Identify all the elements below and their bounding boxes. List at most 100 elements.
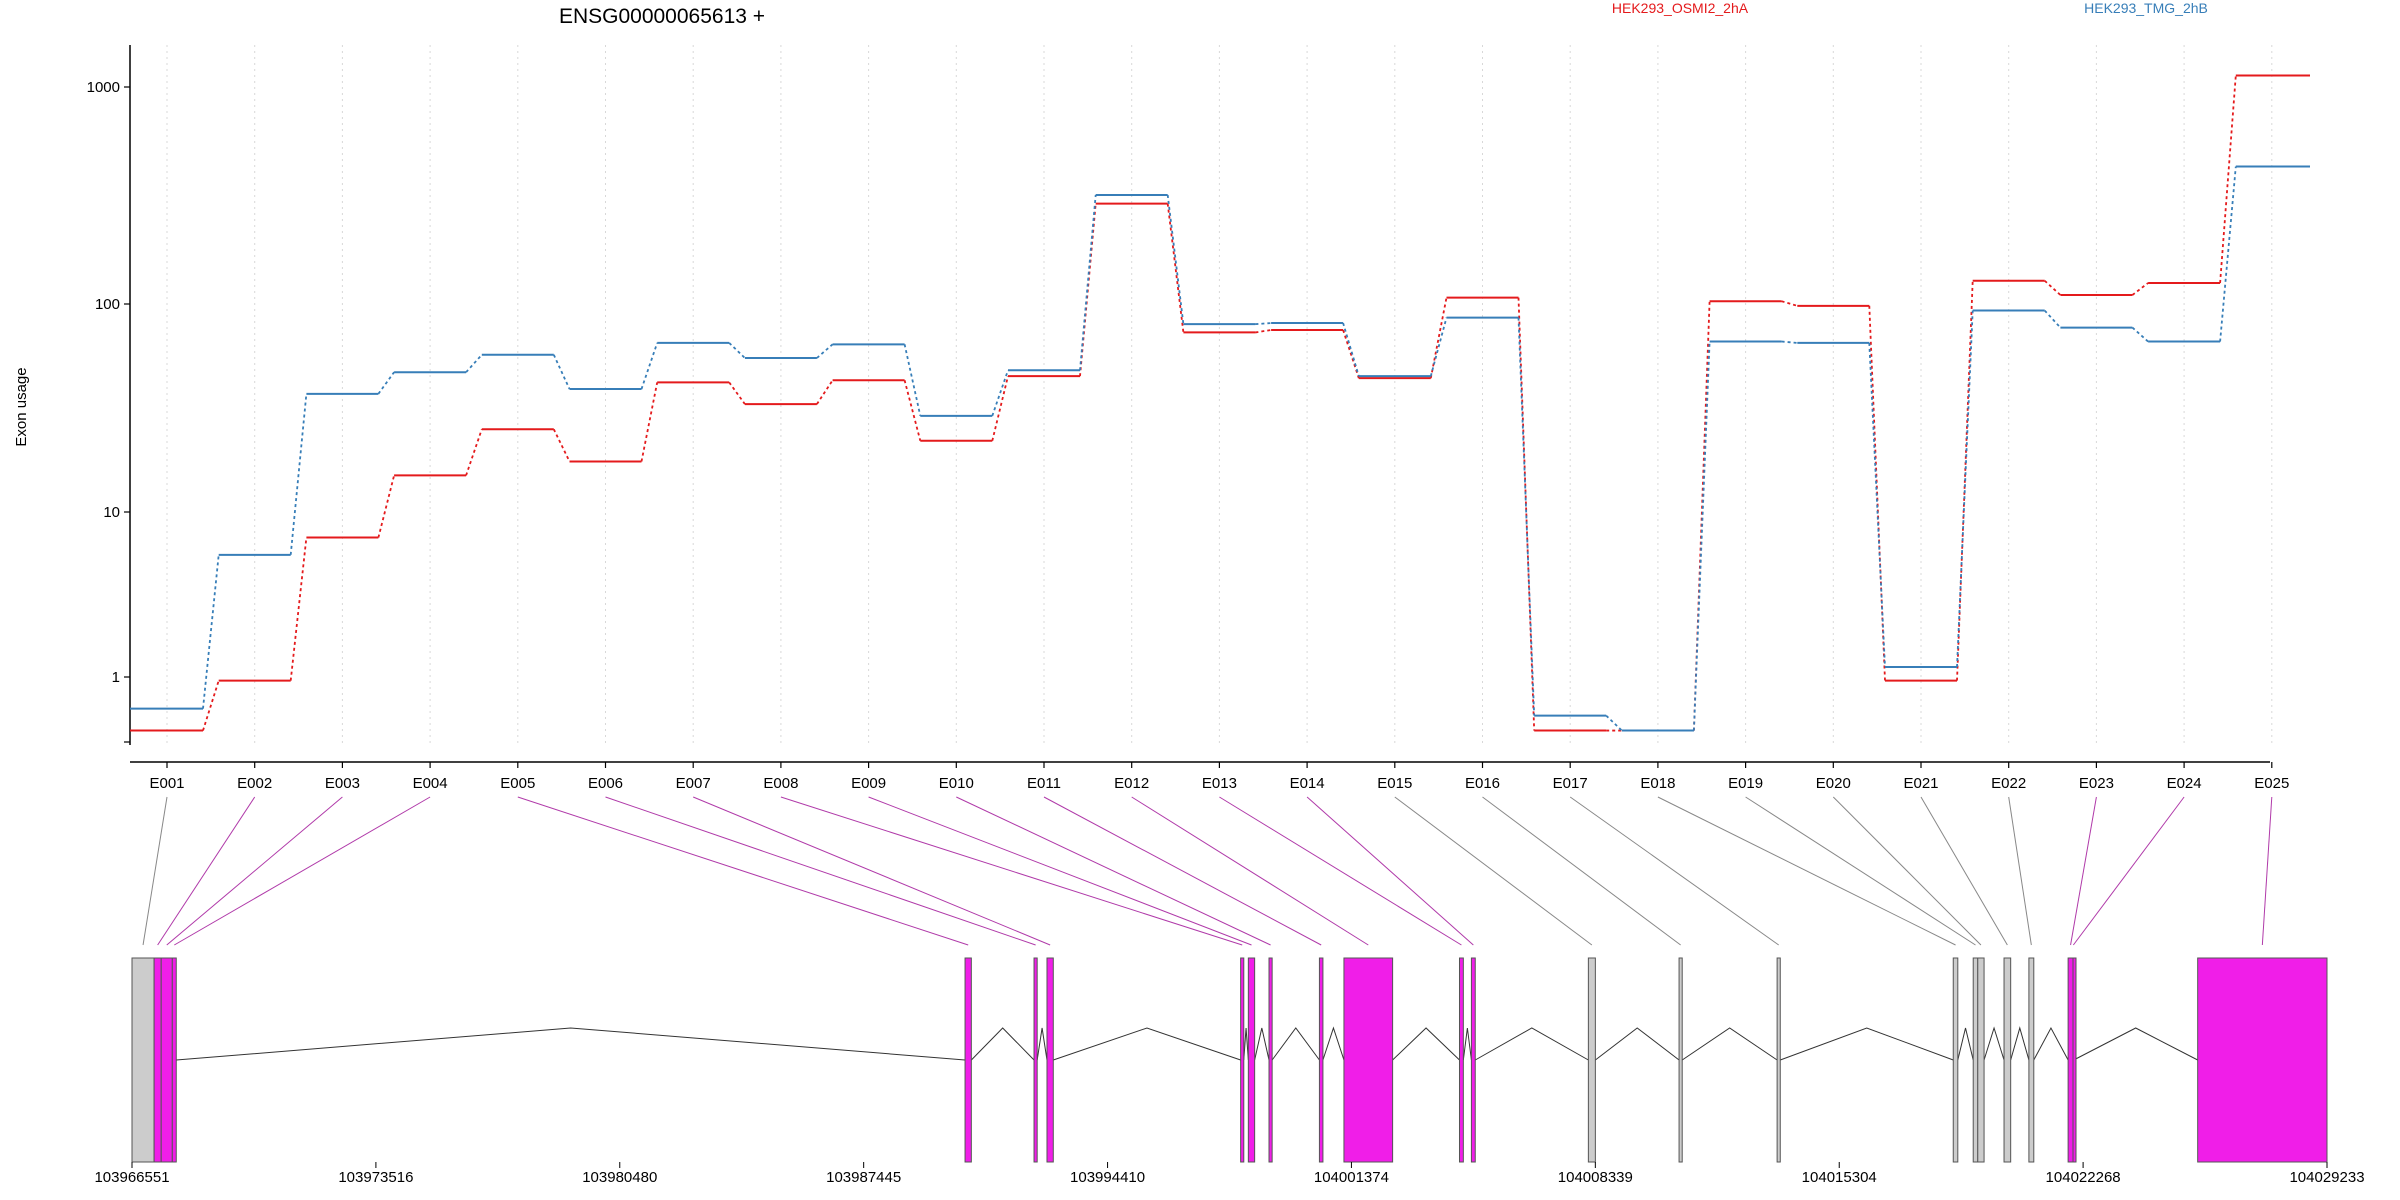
connector-E014 [1306,796,1474,946]
series-2-link-E016 [1517,317,1536,716]
x-tick-label-E012: E012 [1114,775,1149,792]
series-2-link-E010 [991,370,1009,417]
connector-E019 [1745,796,1976,946]
chart-title: ENSG00000065613 + [559,5,765,28]
series-2-link-E009 [903,344,922,417]
exon-E015 [1587,957,1596,1163]
connector-E007 [693,796,1051,946]
connector-E001 [142,796,168,946]
series-1-link-E006 [640,382,659,462]
exon-E009 [1247,957,1256,1163]
x-tick-label-E021: E021 [1903,775,1938,792]
exon-E017 [1776,957,1781,1163]
series-2-link-E020 [1868,342,1886,668]
y-tick-label-1000: 1000 [87,79,120,96]
exon-E024 [2072,957,2077,1163]
x-tick-label-E009: E009 [851,775,886,792]
x-tick-label-E020: E020 [1816,775,1851,792]
connector-E005 [517,796,969,946]
connector-E015 [1394,796,1593,946]
x-tick-label-E006: E006 [588,775,623,792]
y-tick-label-1: 1 [112,669,120,686]
series-1-link-E008 [816,379,834,405]
exon-E019 [1972,957,1979,1163]
intron-E014-E015 [1475,1027,1589,1061]
intron-E006-E007 [1036,1027,1048,1061]
intron-E022-E023 [2033,1026,2069,1061]
series-2-link-E008 [816,343,834,359]
connector-E022 [2008,796,2032,946]
series-2-link-E002 [289,393,308,555]
series-1-link-E004 [465,428,483,476]
connector-E016 [1482,796,1681,946]
series-1-link-E024 [2219,75,2237,284]
x-tick-label-E019: E019 [1728,775,1763,792]
exon-E020 [1977,957,1985,1163]
series-1-link-E018 [1693,301,1711,731]
series-2-link-E014 [1342,322,1360,377]
y-tick-label-100: 100 [95,296,120,313]
intron-E007-E008 [1053,1027,1241,1061]
connector-E023 [2070,796,2097,946]
connector-E008 [780,796,1243,946]
series-2-link-E015 [1429,317,1448,377]
x-tick-label-E001: E001 [149,775,184,792]
connector-E006 [605,796,1036,946]
coord-label-103980480: 103980480 [582,1169,657,1186]
coord-label-104015304: 104015304 [1802,1169,1877,1186]
intron-E017-E018 [1780,1027,1954,1061]
x-tick-label-E011: E011 [1027,775,1061,792]
series-1-link-E001 [202,680,220,731]
exon-E016 [1678,957,1683,1163]
exon-E007 [1046,957,1054,1163]
exon-E014 [1470,957,1476,1163]
x-tick-label-E015: E015 [1377,775,1412,792]
coord-label-104001374: 104001374 [1314,1169,1389,1186]
series-1-link-E019 [1781,300,1798,307]
series-2-link-E017 [1605,714,1623,732]
intron-E004-E005 [176,1027,966,1061]
intron-E010-E011 [1271,1027,1320,1061]
connector-E020 [1832,796,1982,946]
exon-E018 [1952,957,1959,1163]
exon-E022 [2028,957,2035,1163]
series-2-link-E003 [377,371,395,395]
exon-E012 [1343,957,1394,1163]
series-1-link-E007 [728,381,746,405]
x-tick-label-E023: E023 [2079,775,2114,792]
x-tick-label-E013: E013 [1202,775,1237,792]
exon-E005 [964,957,972,1163]
coord-label-103987445: 103987445 [826,1169,901,1186]
intron-E021-E022 [2010,1026,2030,1061]
intron-E020-E021 [1983,1026,2005,1061]
series-2-link-E007 [728,342,746,359]
series-2-link-E019 [1781,340,1798,344]
coord-label-103973516: 103973516 [338,1169,413,1186]
series-1-link-E022 [2044,280,2062,296]
exon-E002 [153,957,162,1163]
series-2-link-E006 [640,342,659,390]
intron-E009-E010 [1254,1027,1270,1061]
x-tick-label-E025: E025 [2254,775,2289,792]
intron-E005-E006 [970,1027,1035,1061]
exon-E003 [160,957,173,1163]
coord-label-104029233: 104029233 [2289,1169,2364,1186]
plot-area: 1 10 100 1000 E001 E002 E003 E004 E005 E006 E007 E0… [87,45,2310,792]
series-1-link-E015 [1429,297,1448,379]
intron-E016-E017 [1681,1027,1778,1061]
coord-label-104008339: 104008339 [1558,1169,1633,1186]
series-1-link-E012 [1166,203,1185,333]
exon-E011 [1318,957,1324,1163]
legend-series-1: HEK293_OSMI2_2hA [1612,0,1749,16]
series-1-link-E013 [1255,329,1272,334]
x-tick-label-E007: E007 [676,775,711,792]
coord-label-103966551: 103966551 [94,1169,169,1186]
series-2-link-E012 [1166,194,1185,325]
exon-E004 [171,957,177,1163]
exon-E021 [2003,957,2012,1163]
series-1-link-E009 [903,380,922,442]
x-tick-label-E002: E002 [237,775,272,792]
connector-E024 [2072,796,2185,946]
x-tick-label-E024: E024 [2167,775,2202,792]
